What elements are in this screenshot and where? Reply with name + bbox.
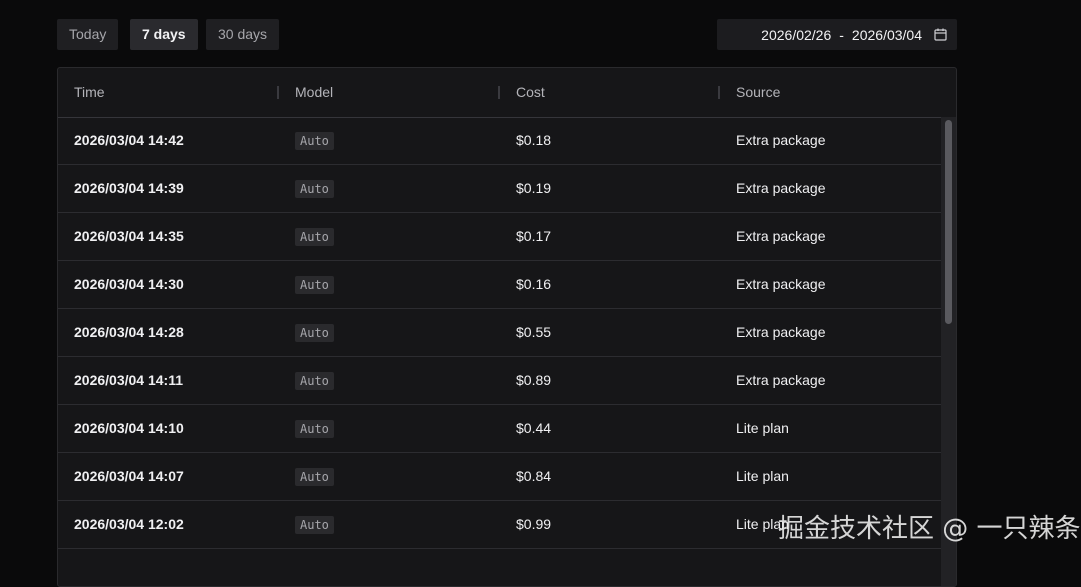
scrollbar-thumb[interactable]	[945, 120, 952, 324]
cell-source: Extra package	[736, 228, 826, 244]
table-row[interactable]: 2026/03/04 14:35 Auto $0.17 Extra package	[58, 213, 941, 261]
filter-7-days-button[interactable]: 7 days	[130, 19, 198, 50]
cell-cost: $0.99	[516, 516, 552, 532]
model-badge: Auto	[295, 228, 334, 246]
cell-time: 2026/03/04 14:39	[74, 180, 184, 196]
model-badge: Auto	[295, 180, 334, 198]
cell-time: 2026/03/04 14:28	[74, 324, 184, 340]
cell-source: Extra package	[736, 276, 826, 292]
cell-cost: $0.84	[516, 468, 552, 484]
column-resize-handle[interactable]	[498, 86, 500, 99]
column-header-model[interactable]: Model	[277, 68, 334, 117]
table-row[interactable]: 2026/03/04 14:28 Auto $0.55 Extra package	[58, 309, 941, 357]
column-header-cost[interactable]: Cost	[498, 68, 545, 117]
model-badge: Auto	[295, 276, 334, 294]
table-row[interactable]: 2026/03/04 14:11 Auto $0.89 Extra package	[58, 357, 941, 405]
table-header: Time Model Cost Source	[58, 68, 956, 118]
cell-time: 2026/03/04 12:02	[74, 516, 184, 532]
cell-time: 2026/03/04 14:30	[74, 276, 184, 292]
date-range-start: 2026/02/26	[761, 26, 832, 43]
filter-30-days-button[interactable]: 30 days	[206, 19, 280, 50]
cell-source: Extra package	[736, 324, 826, 340]
table-body: 2026/03/04 14:42 Auto $0.18 Extra package 20…	[58, 117, 941, 549]
cell-source: Extra package	[736, 372, 826, 388]
cell-source: Lite plan	[736, 468, 789, 484]
watermark: 掘金技术社区 @ 一只辣条	[778, 514, 1081, 544]
cell-time: 2026/03/04 14:35	[74, 228, 184, 244]
cell-cost: $0.44	[516, 420, 552, 436]
model-badge: Auto	[295, 132, 334, 150]
usage-table: Time Model Cost Source 2026/03/04 14:42 A…	[57, 67, 957, 587]
column-label: Model	[295, 84, 334, 100]
calendar-icon	[934, 28, 947, 41]
cell-cost: $0.19	[516, 180, 552, 196]
filter-today-button[interactable]: Today	[57, 19, 119, 50]
cell-time: 2026/03/04 14:42	[74, 132, 184, 148]
cell-time: 2026/03/04 14:07	[74, 468, 184, 484]
table-row[interactable]: 2026/03/04 14:42 Auto $0.18 Extra package	[58, 117, 941, 165]
cell-cost: $0.16	[516, 276, 552, 292]
model-badge: Auto	[295, 516, 334, 534]
cell-cost: $0.89	[516, 372, 552, 388]
cell-source: Extra package	[736, 180, 826, 196]
date-range-end: 2026/03/04	[851, 26, 922, 43]
column-resize-handle[interactable]	[718, 86, 720, 99]
table-row[interactable]: 2026/03/04 14:07 Auto $0.84 Lite plan	[58, 453, 941, 501]
cell-time: 2026/03/04 14:11	[74, 372, 183, 388]
model-badge: Auto	[295, 420, 334, 438]
column-header-time[interactable]: Time	[74, 84, 105, 100]
cell-source: Lite plan	[736, 420, 789, 436]
table-row[interactable]: 2026/03/04 14:10 Auto $0.44 Lite plan	[58, 405, 941, 453]
cell-time: 2026/03/04 14:10	[74, 420, 184, 436]
table-row[interactable]: 2026/03/04 14:39 Auto $0.19 Extra package	[58, 165, 941, 213]
date-range-separator: -	[839, 26, 844, 43]
scrollbar[interactable]	[941, 117, 956, 586]
cell-cost: $0.17	[516, 228, 552, 244]
table-row[interactable]: 2026/03/04 14:30 Auto $0.16 Extra package	[58, 261, 941, 309]
table-row[interactable]: 2026/03/04 12:02 Auto $0.99 Lite plan	[58, 501, 941, 549]
column-label: Source	[736, 84, 781, 100]
column-header-source[interactable]: Source	[718, 68, 781, 117]
cell-source: Lite plan	[736, 516, 789, 532]
cell-cost: $0.18	[516, 132, 552, 148]
column-label: Cost	[516, 84, 545, 100]
model-badge: Auto	[295, 372, 334, 390]
cell-source: Extra package	[736, 132, 826, 148]
column-resize-handle[interactable]	[277, 86, 279, 99]
model-badge: Auto	[295, 468, 334, 486]
model-badge: Auto	[295, 324, 334, 342]
cell-cost: $0.55	[516, 324, 552, 340]
date-range-picker[interactable]: 2026/02/26 - 2026/03/04	[717, 19, 957, 50]
